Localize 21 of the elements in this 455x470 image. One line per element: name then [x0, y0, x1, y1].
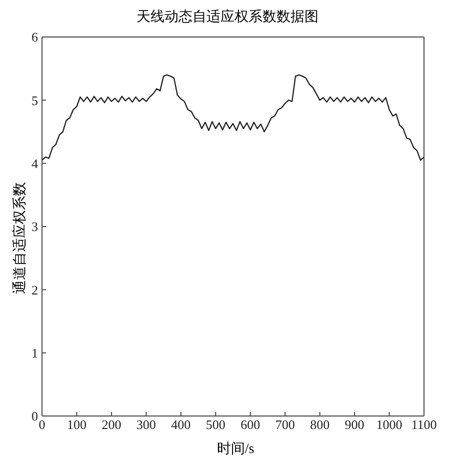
x-tick-label: 700 [275, 417, 295, 432]
x-tick-label: 400 [171, 417, 191, 432]
y-tick-label: 6 [32, 30, 38, 45]
y-tick-label: 2 [32, 282, 38, 298]
y-tick-label: 4 [32, 156, 38, 171]
y-tick-label: 3 [32, 219, 38, 234]
x-tick-label: 800 [310, 417, 330, 432]
y-axis-title: 通道自适应权系数 [11, 182, 29, 294]
y-tick-label: 5 [32, 92, 38, 108]
x-tick-label: 1100 [411, 417, 437, 432]
x-axis-title: 时间/s [216, 440, 256, 458]
x-tick-label: 100 [66, 417, 86, 432]
line-series [42, 74, 424, 161]
chart-title: 天线动态自适应权系数数据图 [136, 8, 320, 26]
x-tick-label: 200 [102, 417, 122, 432]
x-tick-label: 500 [206, 417, 226, 432]
x-tick-label: 1000 [376, 417, 402, 432]
y-tick-label: 1 [32, 345, 38, 360]
x-tick-label: 600 [240, 417, 260, 432]
x-tick-label: 300 [136, 417, 156, 432]
x-tick-label: 900 [344, 417, 364, 432]
